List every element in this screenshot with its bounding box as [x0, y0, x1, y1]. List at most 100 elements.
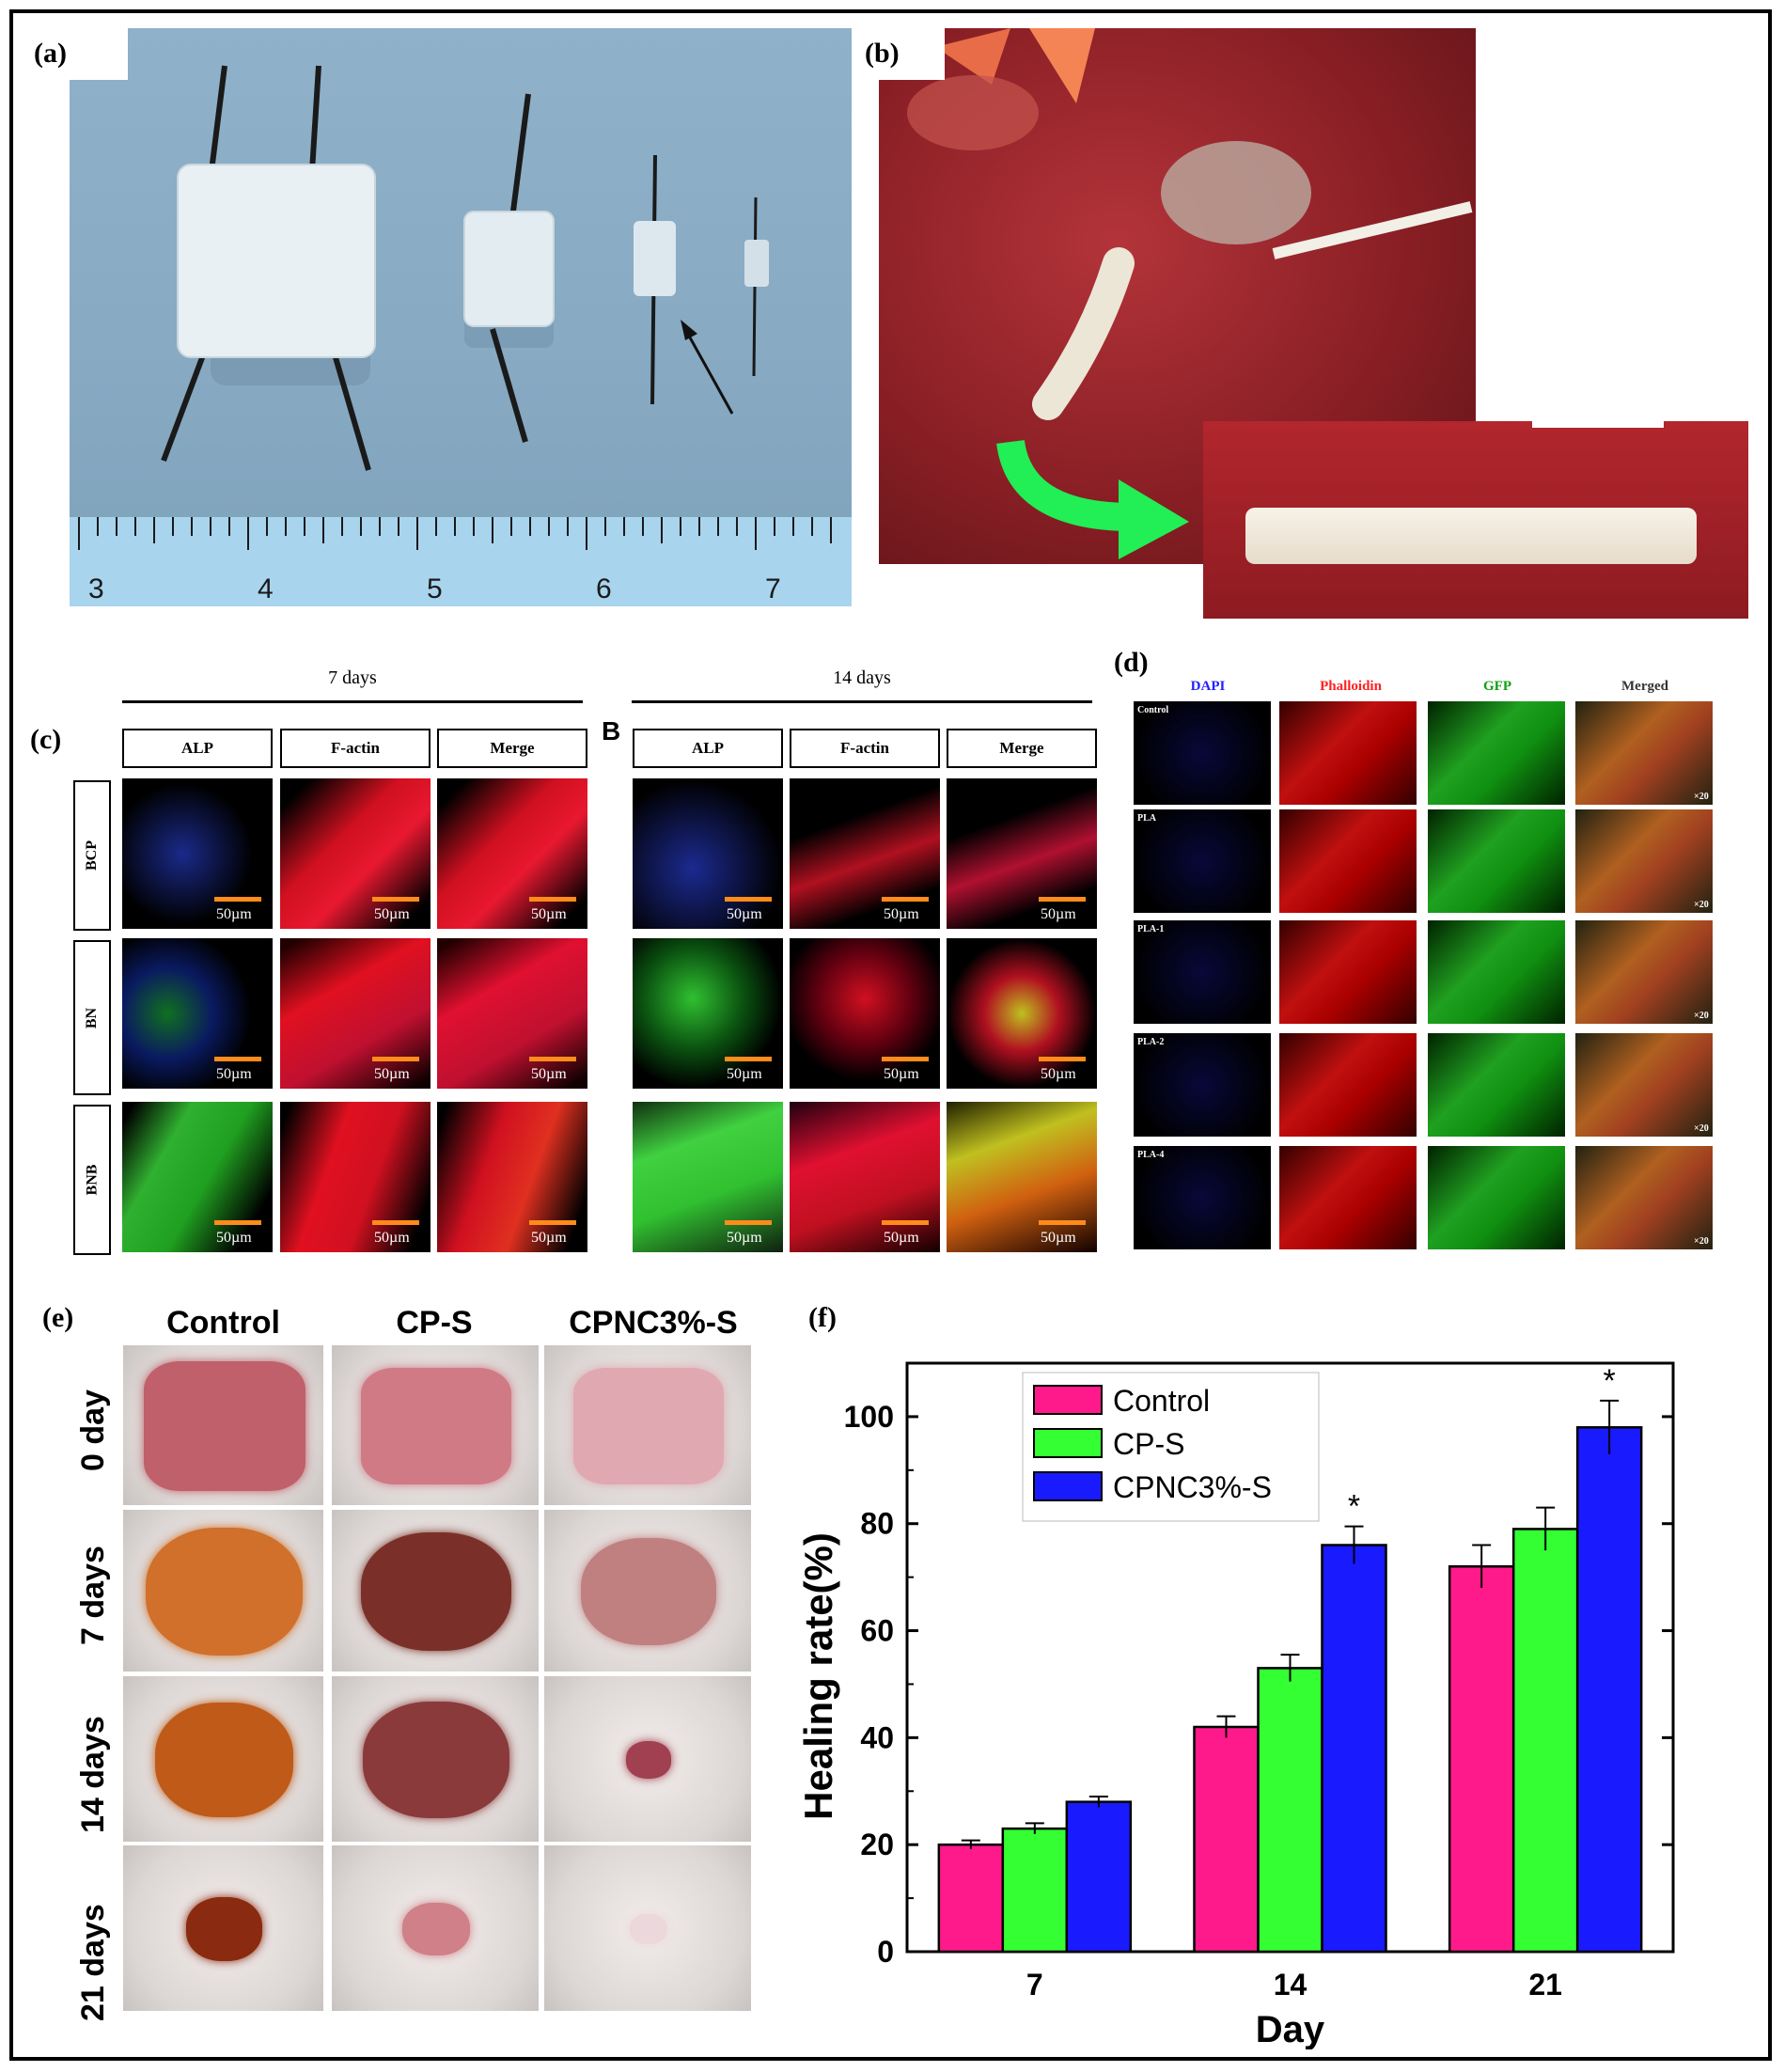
e-row-14-days: 14 days — [75, 1716, 111, 1833]
wound-area — [580, 1538, 717, 1645]
legend-label: CPNC3%-S — [1113, 1470, 1272, 1504]
e-row-7-days: 7 days — [75, 1546, 111, 1645]
scale-bar — [1039, 897, 1086, 902]
x-tick-label: 7 — [1026, 1968, 1043, 2001]
magnification-label: ×20 — [1694, 1011, 1709, 1021]
fluorescence-micrograph: 50µm — [122, 1102, 273, 1252]
ruler-number: 7 — [765, 573, 781, 604]
scale-bar — [529, 897, 576, 902]
fluorescence-micrograph: 50µm — [790, 938, 940, 1089]
wound-area — [363, 1701, 509, 1819]
wound-area — [573, 1368, 724, 1484]
bar-cpnc3%-s — [1575, 1426, 1643, 1954]
fluorescence-micrograph: 50µm — [633, 778, 783, 929]
wound-photo — [122, 1844, 324, 2012]
fluorescence-micrograph: 50µm — [947, 1102, 1097, 1252]
panel-label-c: (c) — [30, 724, 62, 755]
fluorescence-micrograph — [1278, 919, 1417, 1025]
fluorescence-micrograph: 50µm — [790, 1102, 940, 1252]
fluorescence-micrograph: 50µm — [633, 938, 783, 1089]
col-header-merge: Merge — [947, 729, 1097, 768]
scale-label: 50µm — [727, 906, 762, 922]
scale-label: 50µm — [374, 1230, 410, 1246]
fluorescence-micrograph: Control — [1133, 700, 1272, 806]
wound-photo — [543, 1844, 752, 2012]
fluorescence-micrograph: 50µm — [790, 778, 940, 929]
fluorescence-micrograph: 50µm — [633, 1102, 783, 1252]
scale-label: 50µm — [531, 1230, 567, 1246]
y-tick-label: 60 — [860, 1614, 894, 1648]
legend-swatch — [1033, 1385, 1103, 1415]
bar-cpnc3%-s — [1321, 1544, 1387, 1954]
significance-marker: * — [1604, 1363, 1616, 1399]
scaffold-photo — [70, 65, 852, 606]
scale-bar — [372, 1220, 419, 1225]
col-header-merge: Merge — [437, 729, 587, 768]
fluorescence-micrograph — [1427, 700, 1566, 806]
panel-label-b: (b) — [865, 38, 900, 69]
legend-label: CP-S — [1113, 1427, 1184, 1461]
scale-label: 50µm — [727, 1066, 762, 1082]
col-header-factin: F-actin — [280, 729, 431, 768]
wound-area — [361, 1368, 511, 1484]
scale-label: 50µm — [216, 1230, 252, 1246]
fluorescence-micrograph: 50µm — [437, 938, 587, 1089]
fluorescence-micrograph: 50µm — [280, 938, 431, 1089]
y-axis-label: Healing rate(%) — [796, 1532, 840, 1820]
col-header-alp: ALP — [633, 729, 783, 768]
d-header-merged: Merged — [1621, 679, 1668, 694]
bar-cpnc3%-s — [1065, 1800, 1133, 1954]
fluorescence-micrograph — [1427, 919, 1566, 1025]
fluorescence-micrograph: 50µm — [280, 778, 431, 929]
fluorescence-micrograph — [1278, 700, 1417, 806]
panel-label-d: (d) — [1114, 647, 1149, 678]
legend-label: Control — [1113, 1384, 1210, 1418]
fluorescence-micrograph: PLA — [1133, 808, 1272, 914]
scale-label: 50µm — [216, 1066, 252, 1082]
fluorescence-micrograph — [1278, 1032, 1417, 1138]
panel-b-inset — [1203, 421, 1748, 619]
x-tick-label: 21 — [1528, 1968, 1562, 2001]
scale-label: 50µm — [1041, 906, 1076, 922]
bar-control — [1448, 1565, 1515, 1954]
scale-bar — [1039, 1220, 1086, 1225]
wound-area — [402, 1902, 470, 1956]
d-row-label: PLA — [1137, 813, 1156, 824]
scale-label: 50µm — [884, 906, 919, 922]
x-axis-label: Day — [1256, 2009, 1325, 2049]
fluorescence-micrograph: 50µm — [280, 1102, 431, 1252]
scale-bar — [214, 1220, 261, 1225]
wound-area — [145, 1528, 304, 1656]
fluorescence-micrograph: ×20 — [1574, 808, 1714, 914]
fluorescence-micrograph — [1278, 808, 1417, 914]
y-tick-label: 0 — [877, 1935, 894, 1969]
d-header-dapi: DAPI — [1190, 679, 1226, 694]
d-row-label: PLA-1 — [1137, 924, 1165, 934]
scale-bar — [372, 1057, 419, 1061]
fluorescence-micrograph — [1427, 808, 1566, 914]
wound-area — [143, 1361, 305, 1491]
wound-photo — [331, 1675, 540, 1843]
y-tick-label: 100 — [844, 1400, 894, 1434]
legend-swatch — [1033, 1471, 1103, 1501]
panel-label-e: (e) — [42, 1302, 74, 1333]
wound-area — [185, 1897, 263, 1961]
wound-photo — [122, 1344, 324, 1506]
fluorescence-micrograph: ×20 — [1574, 1032, 1714, 1138]
wound-photo — [331, 1509, 540, 1672]
d-row-label: PLA-2 — [1137, 1037, 1165, 1047]
ruler-number: 5 — [427, 573, 443, 604]
scale-bar — [725, 1057, 772, 1061]
scale-bar — [882, 1057, 929, 1061]
y-tick-label: 40 — [860, 1720, 894, 1754]
scale-bar — [882, 1220, 929, 1225]
fluorescence-micrograph: 50µm — [122, 778, 273, 929]
fluorescence-micrograph: 50µm — [437, 1102, 587, 1252]
fluorescence-micrograph: PLA-2 — [1133, 1032, 1272, 1138]
scale-label: 50µm — [216, 906, 252, 922]
wound-photo — [543, 1344, 752, 1506]
wound-photo — [122, 1675, 324, 1843]
scale-bar — [725, 897, 772, 902]
fluorescence-micrograph: ×20 — [1574, 919, 1714, 1025]
fluorescence-micrograph: 50µm — [122, 938, 273, 1089]
